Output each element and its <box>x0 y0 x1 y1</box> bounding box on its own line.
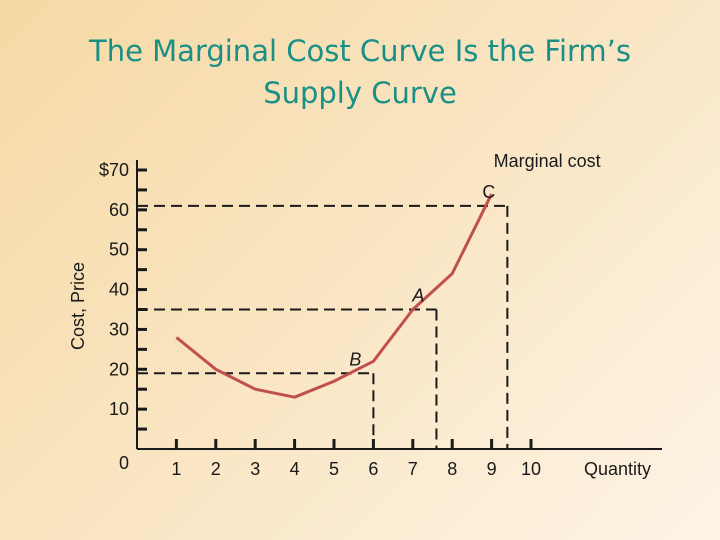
y-tick-label: $70 <box>99 160 129 180</box>
guide-lines <box>137 204 509 449</box>
x-ticks: 1 2 3 4 5 6 7 8 9 10 <box>171 439 541 479</box>
slide-title: The Marginal Cost Curve Is the Firm’s Su… <box>0 30 720 114</box>
x-tick-label: 3 <box>250 459 260 479</box>
y-tick-label: 50 <box>109 240 129 260</box>
axes <box>136 160 662 450</box>
x-tick-label: 8 <box>447 459 457 479</box>
y-tick-label: 10 <box>109 399 129 419</box>
point-label-c: C <box>482 182 495 202</box>
title-line-1: The Marginal Cost Curve Is the Firm’s <box>88 34 632 68</box>
y-tick-label: 30 <box>109 319 129 339</box>
x-tick-label: 2 <box>211 459 221 479</box>
x-tick-label: 7 <box>408 459 418 479</box>
x-tick-label: 10 <box>521 459 541 479</box>
point-label-b: B <box>349 349 361 369</box>
x-tick-label: 4 <box>290 459 300 479</box>
labels-layer: Cost, Price Quantity B A C <box>68 182 651 479</box>
y-tick-label: 20 <box>109 359 129 379</box>
series-layer: Marginal cost <box>175 151 601 399</box>
series-label: Marginal cost <box>494 151 601 171</box>
x-tick-label: 5 <box>329 459 339 479</box>
y-tick-label: 60 <box>109 200 129 220</box>
point-label-a: A <box>411 286 424 306</box>
y-ticks: 0 10 20 30 40 50 60 $70 <box>99 160 147 473</box>
y-tick-label: 40 <box>109 280 129 300</box>
x-tick-label: 9 <box>487 459 497 479</box>
x-axis-label: Quantity <box>584 459 651 479</box>
marginal-cost-line <box>175 193 493 399</box>
y-axis-label: Cost, Price <box>68 262 88 350</box>
x-tick-label: 1 <box>171 459 181 479</box>
x-tick-label: 6 <box>368 459 378 479</box>
title-line-2: Supply Curve <box>263 76 457 110</box>
y-tick-label: 0 <box>119 453 129 473</box>
